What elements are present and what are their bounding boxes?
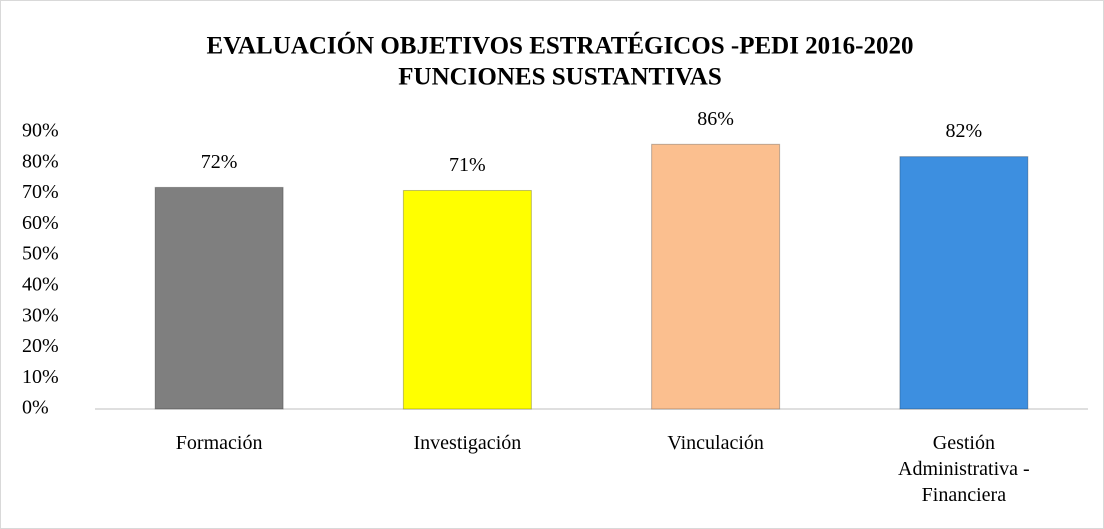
bar [154, 186, 284, 410]
y-tick-label: 60% [22, 212, 59, 234]
y-tick-label: 40% [22, 273, 59, 295]
y-tick-label: 0% [22, 397, 49, 419]
y-tick-label: 20% [22, 335, 59, 357]
data-label: 72% [201, 151, 238, 173]
data-label: 82% [946, 120, 983, 142]
y-tick-label: 50% [22, 243, 59, 265]
x-tick-label: Gestión Administrativa - Financiera [898, 432, 1030, 506]
x-tick-label: Vinculación [667, 432, 764, 454]
bar [651, 143, 781, 410]
x-tick-label: Formación [175, 432, 263, 454]
y-tick-label: 80% [22, 150, 59, 172]
data-label: 86% [697, 108, 734, 130]
bar [402, 189, 532, 410]
y-tick-label: 10% [22, 366, 59, 388]
bar [899, 156, 1029, 410]
y-tick-label: 70% [22, 181, 59, 203]
chart-subtitle: FUNCIONES SUSTANTIVAS [398, 64, 721, 91]
y-tick-label: 90% [22, 120, 59, 142]
x-tick-label: Investigación [413, 432, 522, 454]
data-label: 71% [449, 154, 486, 176]
y-tick-label: 30% [22, 304, 59, 326]
chart-title: EVALUACIÓN OBJETIVOS ESTRATÉGICOS -PEDI … [206, 32, 913, 60]
